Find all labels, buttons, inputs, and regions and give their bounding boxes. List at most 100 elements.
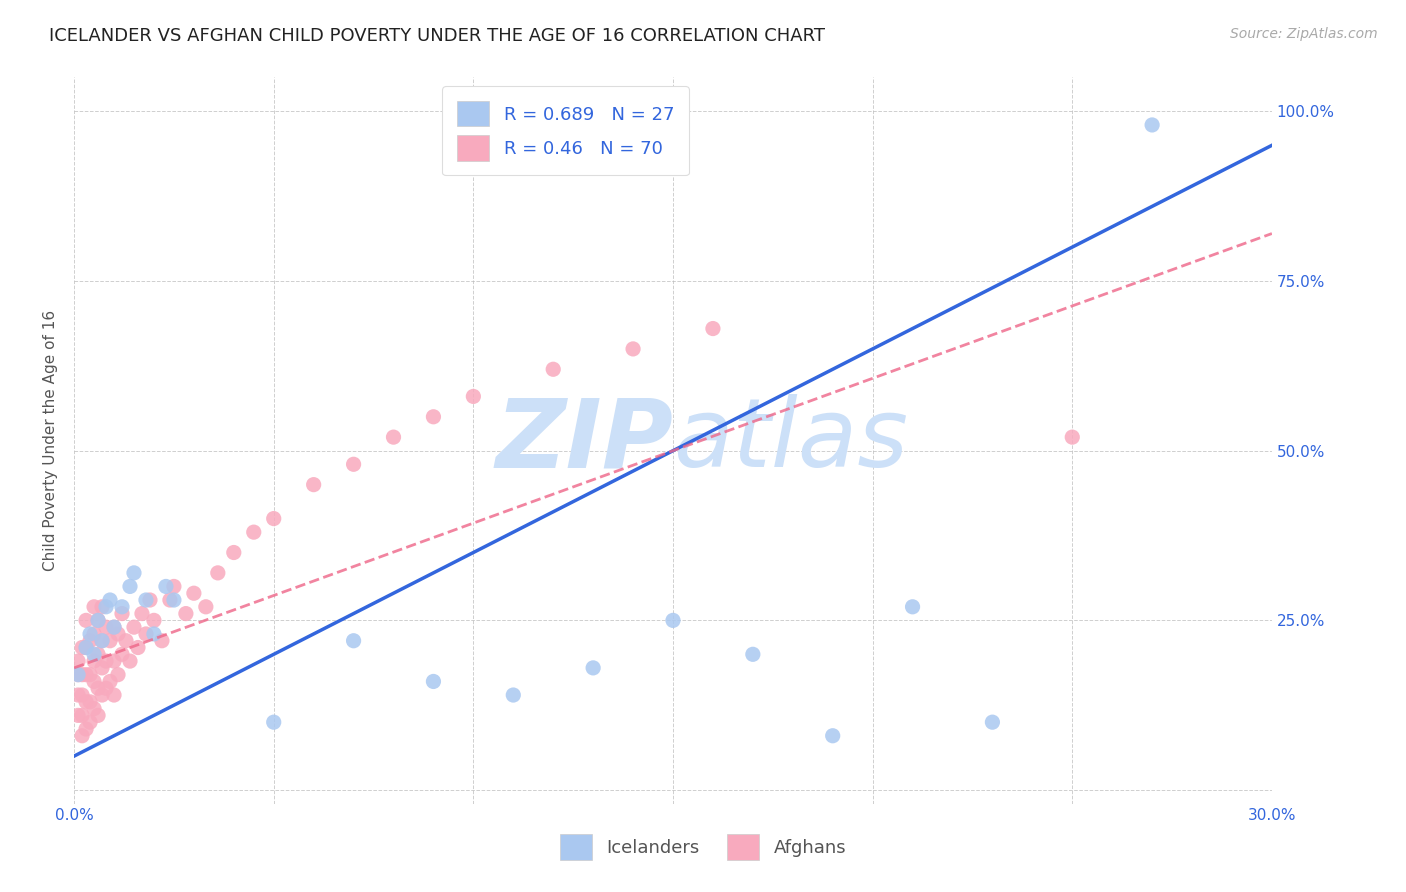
Point [150,633,173,648]
Point [83,654,105,668]
Point [122,620,145,634]
Point [75,613,97,627]
Point [67,708,90,723]
Point [263,511,285,525]
Point [67,688,90,702]
Point [75,640,97,655]
Point [103,620,125,634]
Point [79,667,101,681]
Point [87,681,110,696]
Legend: Icelanders, Afghans: Icelanders, Afghans [546,820,860,874]
Point [194,599,217,614]
Point [83,648,105,662]
Point [94,620,117,634]
Point [502,688,524,702]
Point [87,708,110,723]
Point [98,633,121,648]
Point [463,389,485,403]
Point [382,430,405,444]
Point [67,667,90,681]
Point [115,633,138,648]
Point [1140,118,1163,132]
Point [94,654,117,668]
Point [1062,430,1084,444]
Point [821,729,844,743]
Point [87,613,110,627]
Point [302,477,325,491]
Point [118,654,141,668]
Point [242,525,264,540]
Point [111,599,134,614]
Point [142,627,165,641]
Point [135,627,157,641]
Text: Source: ZipAtlas.com: Source: ZipAtlas.com [1230,27,1378,41]
Point [342,633,364,648]
Point [79,715,101,730]
Point [541,362,564,376]
Point [263,715,285,730]
Point [91,661,114,675]
Point [131,607,153,621]
Point [111,648,134,662]
Point [155,579,177,593]
Point [79,695,101,709]
Point [741,648,763,662]
Point [91,633,114,648]
Point [83,674,105,689]
Point [79,627,101,641]
Point [901,599,924,614]
Point [83,599,105,614]
Point [67,654,90,668]
Point [139,593,162,607]
Point [621,342,644,356]
Point [127,640,149,655]
Point [75,667,97,681]
Point [163,579,186,593]
Point [75,640,97,655]
Point [79,633,101,648]
Point [662,613,685,627]
Text: ICELANDER VS AFGHAN CHILD POVERTY UNDER THE AGE OF 16 CORRELATION CHART: ICELANDER VS AFGHAN CHILD POVERTY UNDER … [49,27,825,45]
Point [107,667,129,681]
Point [103,620,125,634]
Point [142,613,165,627]
Point [75,695,97,709]
Point [422,674,444,689]
Point [87,613,110,627]
Point [222,545,245,559]
Point [83,627,105,641]
Point [83,701,105,715]
Point [582,661,605,675]
Point [87,648,110,662]
Point [70,667,93,681]
Point [111,607,134,621]
Point [163,593,186,607]
Point [67,667,90,681]
Point [91,633,114,648]
Legend: R = 0.689   N = 27, R = 0.46   N = 70: R = 0.689 N = 27, R = 0.46 N = 70 [443,87,689,176]
Point [159,593,181,607]
Point [91,688,114,702]
Point [342,457,364,471]
Text: ZIP: ZIP [495,394,673,487]
Point [981,715,1004,730]
Point [98,674,121,689]
Point [103,654,125,668]
Point [122,566,145,580]
Point [702,321,724,335]
Point [118,579,141,593]
Point [135,593,157,607]
Point [75,722,97,736]
Point [107,627,129,641]
Point [183,586,205,600]
Point [174,607,197,621]
Point [70,688,93,702]
Point [70,729,93,743]
Point [422,409,444,424]
Point [94,681,117,696]
Point [91,599,114,614]
Point [94,599,117,614]
Point [70,708,93,723]
Point [98,593,121,607]
Point [207,566,229,580]
